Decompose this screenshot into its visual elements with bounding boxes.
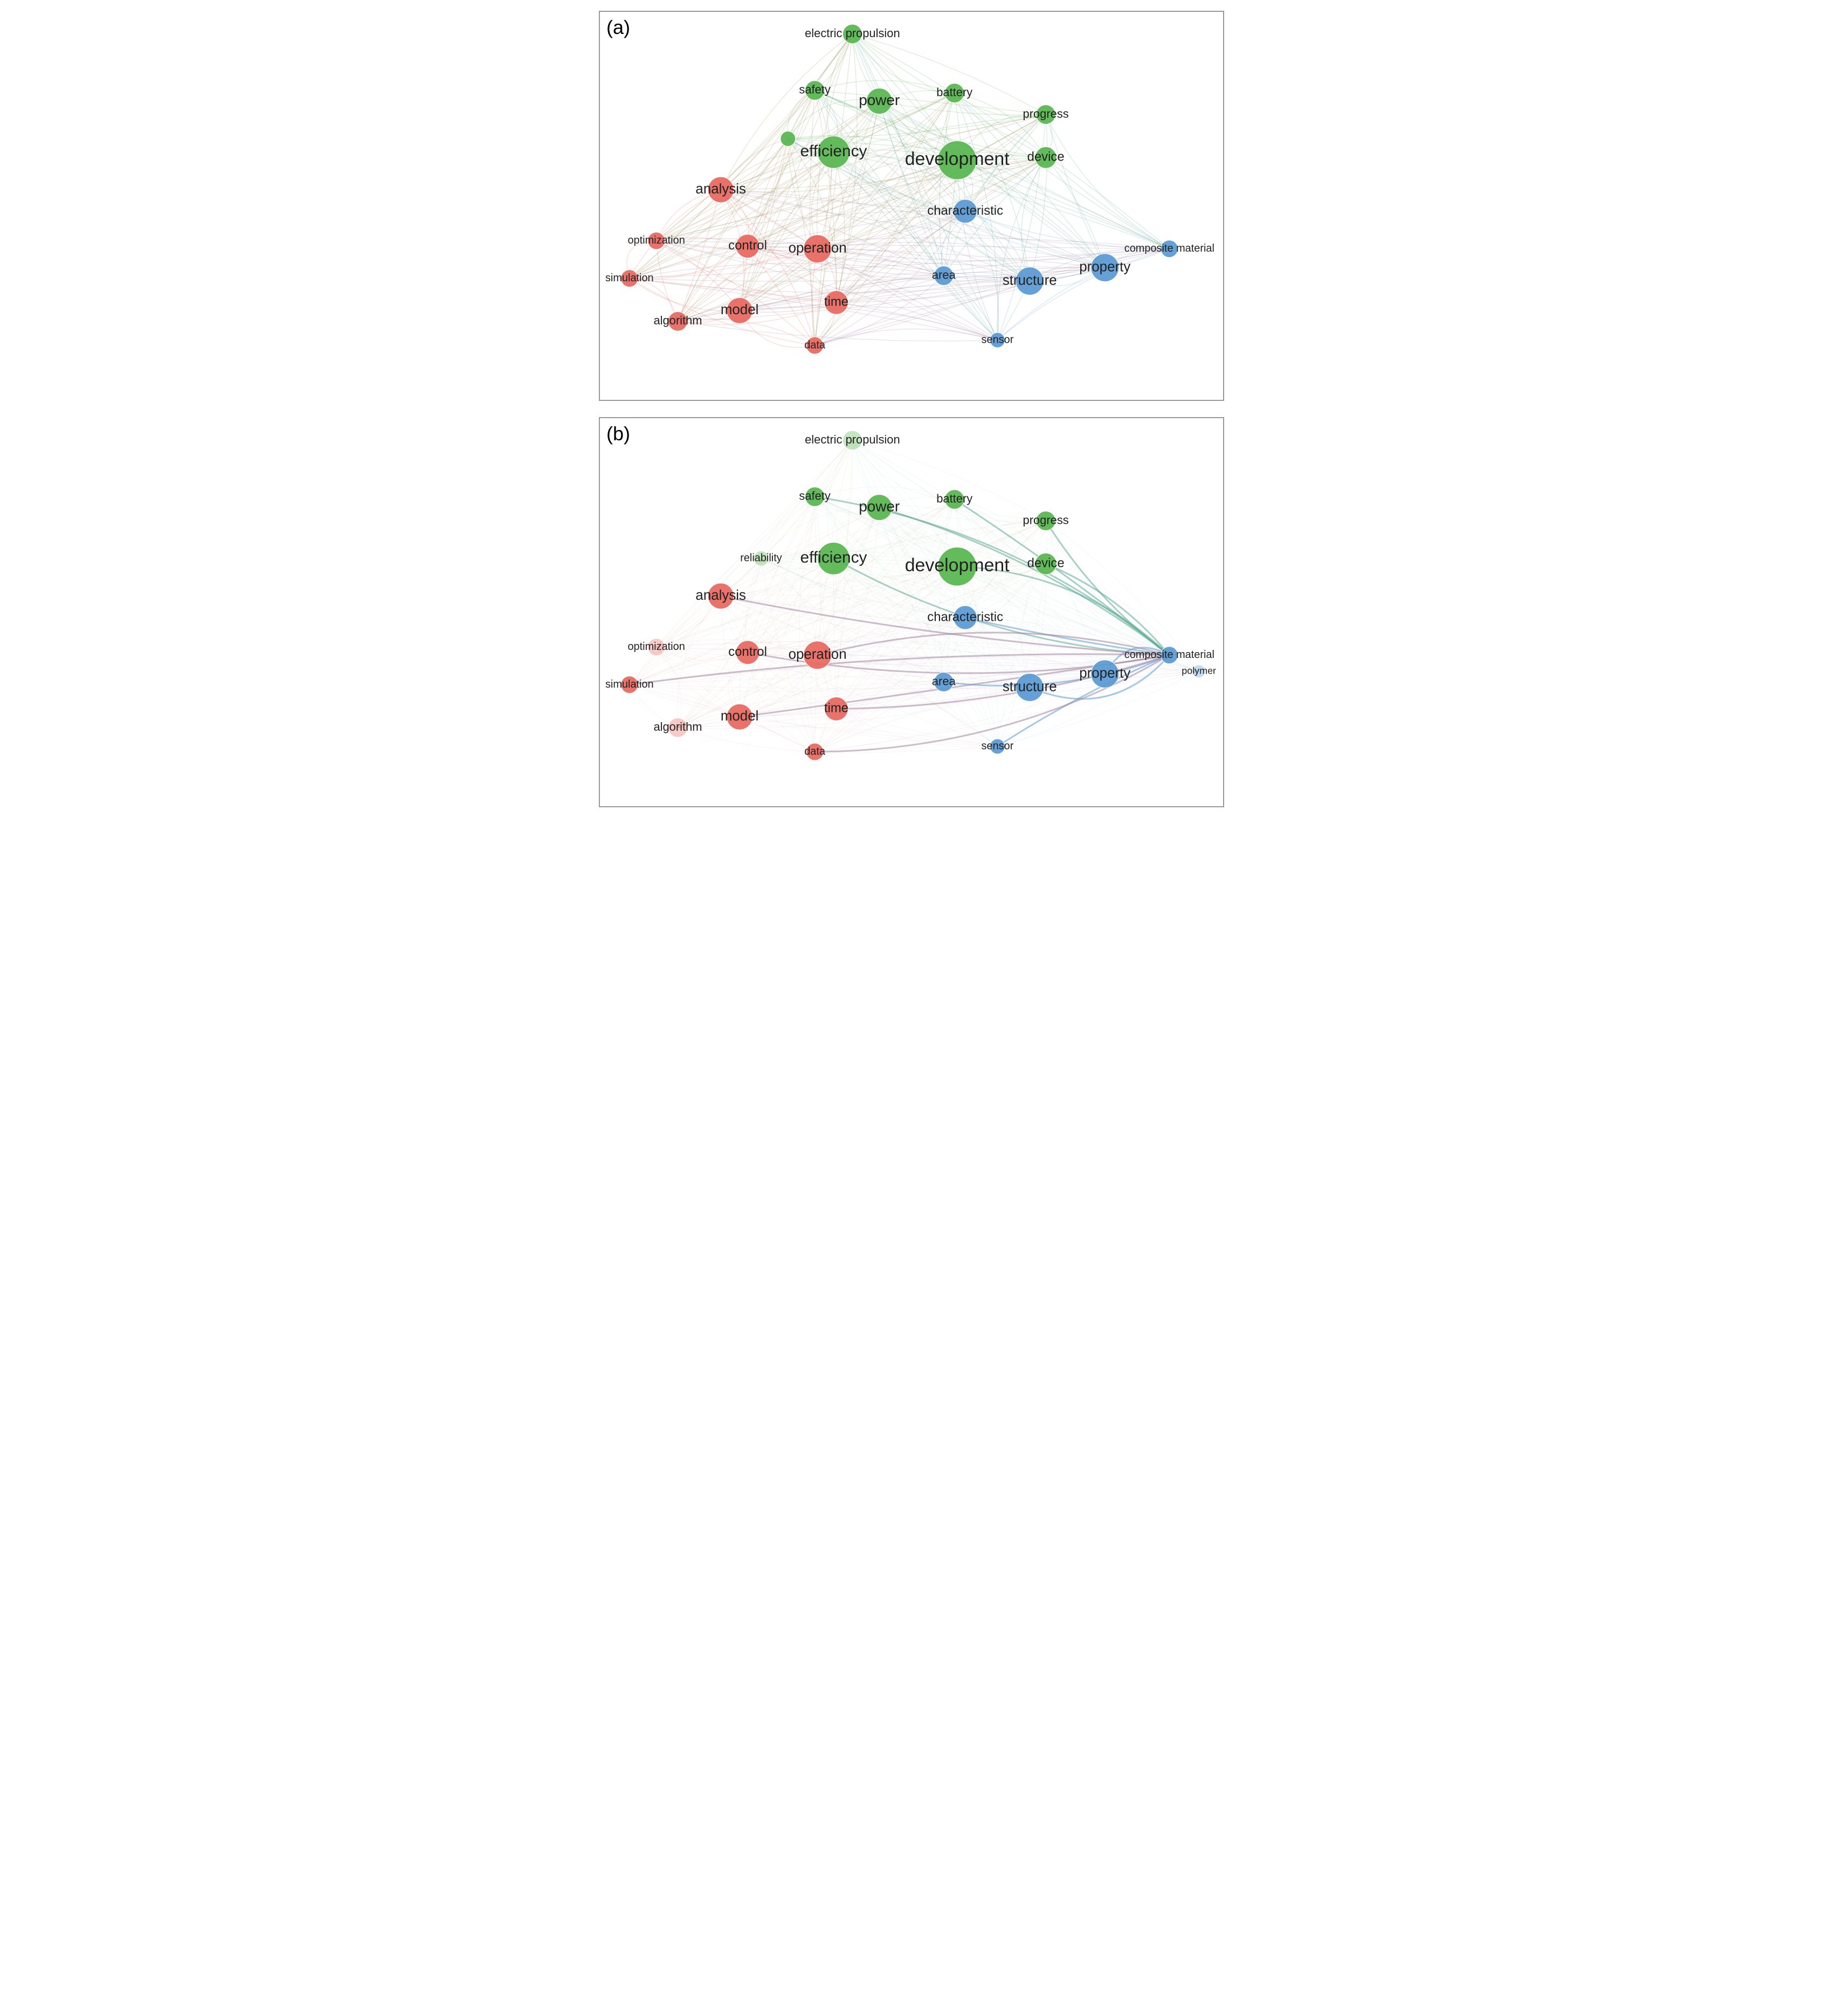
network-node[interactable] bbox=[648, 639, 665, 656]
network-node[interactable] bbox=[990, 739, 1005, 754]
network-node[interactable] bbox=[736, 641, 759, 664]
network-node[interactable] bbox=[945, 490, 964, 509]
network-edge-faded bbox=[1030, 521, 1047, 688]
network-node[interactable] bbox=[668, 718, 688, 737]
network-edge bbox=[657, 101, 880, 241]
network-b: electric propulsionsafetypowerbatterypro… bbox=[600, 418, 1223, 806]
network-edge bbox=[657, 115, 1046, 241]
network-node[interactable] bbox=[1016, 674, 1044, 702]
network-node[interactable] bbox=[866, 495, 892, 521]
network-node[interactable] bbox=[934, 673, 954, 692]
network-node[interactable] bbox=[843, 24, 862, 44]
network-node[interactable] bbox=[1091, 254, 1119, 282]
figure-page: (a) electric propulsionsafetypowerbatter… bbox=[588, 0, 1235, 834]
network-edge-faded bbox=[761, 558, 1046, 564]
network-node[interactable] bbox=[818, 542, 850, 574]
network-node[interactable] bbox=[781, 131, 796, 146]
network-node[interactable] bbox=[934, 266, 954, 286]
network-node[interactable] bbox=[1016, 267, 1044, 295]
network-edge-faded bbox=[630, 685, 998, 747]
network-edge-faded bbox=[836, 709, 997, 747]
network-node[interactable] bbox=[1161, 647, 1178, 664]
network-node[interactable] bbox=[954, 606, 977, 629]
network-edge-faded bbox=[630, 685, 815, 752]
network-edge-faded bbox=[678, 728, 815, 752]
network-node[interactable] bbox=[708, 177, 734, 203]
network-node[interactable] bbox=[945, 84, 964, 103]
panel-a-label: (a) bbox=[606, 16, 630, 39]
network-node[interactable] bbox=[825, 697, 848, 721]
network-node[interactable] bbox=[621, 676, 638, 694]
network-edge bbox=[678, 34, 853, 321]
network-edge bbox=[836, 249, 1169, 303]
network-edge bbox=[955, 93, 1170, 249]
network-node[interactable] bbox=[736, 234, 759, 258]
panel-b-label: (b) bbox=[606, 422, 630, 445]
network-node[interactable] bbox=[825, 290, 848, 314]
network-edge bbox=[1046, 157, 1105, 267]
network-node[interactable] bbox=[727, 297, 752, 323]
network-edge-faded bbox=[630, 558, 761, 684]
panel-b: (b) electric propulsionsafetypowerbatter… bbox=[599, 417, 1224, 807]
network-a: electric propulsionsafetypowerbatterypro… bbox=[600, 12, 1223, 400]
network-node[interactable] bbox=[806, 743, 824, 760]
network-node[interactable] bbox=[727, 704, 752, 730]
network-node[interactable] bbox=[1036, 105, 1055, 124]
network-edge bbox=[1021, 157, 1046, 281]
network-edge bbox=[1030, 115, 1047, 281]
network-node[interactable] bbox=[708, 583, 734, 609]
network-node[interactable] bbox=[938, 141, 977, 179]
network-node[interactable] bbox=[1035, 147, 1056, 168]
network-node[interactable] bbox=[1091, 660, 1119, 688]
panel-a: (a) electric propulsionsafetypowerbatter… bbox=[599, 11, 1224, 401]
network-node[interactable] bbox=[805, 81, 825, 100]
network-edge-faded bbox=[721, 497, 814, 596]
network-node[interactable] bbox=[1192, 665, 1205, 678]
network-node[interactable] bbox=[754, 551, 769, 566]
network-node[interactable] bbox=[806, 337, 824, 354]
network-node[interactable] bbox=[990, 332, 1005, 348]
network-edge-faded bbox=[678, 440, 853, 728]
network-node[interactable] bbox=[954, 199, 977, 223]
network-node[interactable] bbox=[621, 270, 638, 287]
network-node[interactable] bbox=[843, 431, 862, 450]
network-node[interactable] bbox=[804, 235, 832, 263]
network-node[interactable] bbox=[804, 641, 832, 669]
network-node[interactable] bbox=[805, 487, 825, 507]
network-node[interactable] bbox=[866, 88, 892, 114]
network-node[interactable] bbox=[1161, 240, 1178, 258]
network-node[interactable] bbox=[668, 311, 688, 331]
network-node[interactable] bbox=[1035, 553, 1056, 574]
network-node[interactable] bbox=[818, 136, 850, 168]
network-node[interactable] bbox=[648, 232, 665, 250]
network-node[interactable] bbox=[938, 547, 977, 586]
network-node[interactable] bbox=[1036, 511, 1055, 531]
